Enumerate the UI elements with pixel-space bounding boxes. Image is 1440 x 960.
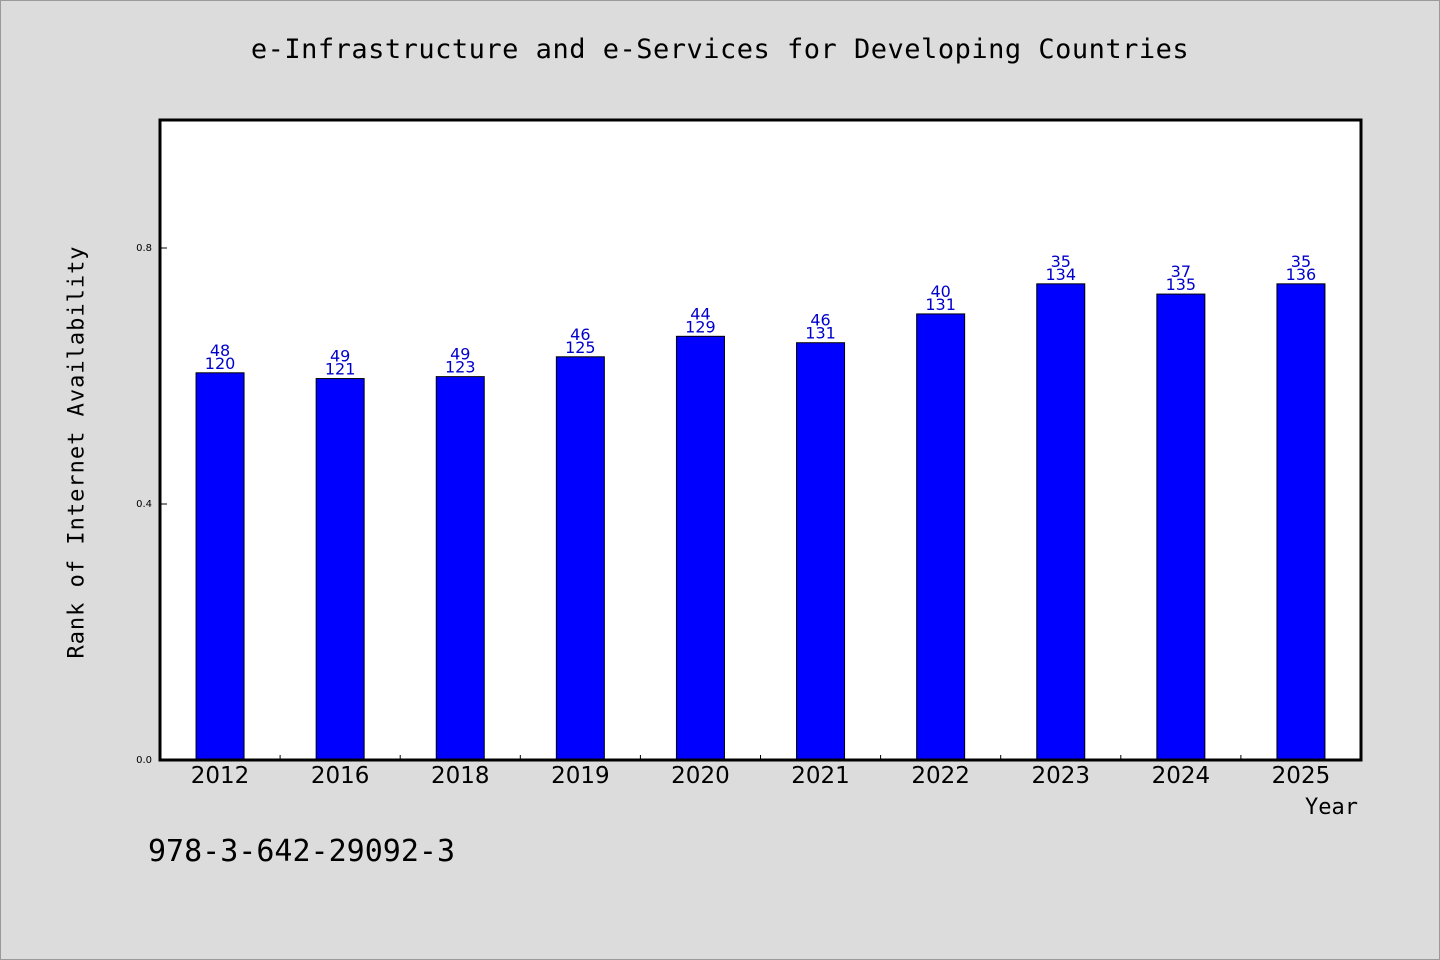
x-tick-label: 2016	[311, 763, 370, 789]
data-label-upper: 49	[450, 345, 470, 364]
bar-2018	[435, 376, 485, 761]
data-label-lower: 129	[685, 317, 716, 336]
bar-2020	[675, 335, 725, 761]
data-label-lower: 135	[1166, 275, 1197, 294]
x-tick-label: 2022	[911, 763, 970, 789]
y-tick-label: 0.0	[136, 755, 152, 766]
plot-border	[158, 118, 1363, 762]
data-label-lower: 134	[1045, 265, 1076, 284]
bar-2019	[555, 356, 605, 761]
y-tick-label: 0.8	[136, 243, 152, 254]
data-label-upper: 37	[1171, 262, 1191, 281]
data-label-lower: 131	[925, 295, 956, 314]
x-tick-label: 2012	[191, 763, 250, 789]
data-label-upper: 35	[1051, 252, 1071, 271]
data-label-upper: 46	[570, 325, 590, 344]
bar-2012	[195, 372, 245, 761]
x-tick-label: 2020	[671, 763, 730, 789]
data-label-upper: 48	[210, 341, 230, 360]
bar-2025	[1276, 283, 1326, 761]
data-label-lower: 123	[445, 358, 476, 377]
bar-2021	[796, 342, 846, 761]
data-label-upper: 40	[930, 282, 950, 301]
bar-2024	[1156, 293, 1206, 761]
data-label-lower: 131	[805, 324, 836, 343]
data-label-lower: 121	[325, 360, 356, 379]
x-tick-label: 2025	[1272, 763, 1331, 789]
data-label-lower: 120	[205, 354, 236, 373]
x-tick-label: 2023	[1031, 763, 1090, 789]
data-label-upper: 35	[1291, 252, 1311, 271]
x-tick-label: 2021	[791, 763, 850, 789]
isbn-footnote: 978-3-642-29092-3	[148, 834, 456, 869]
x-axis-label: Year	[1305, 795, 1358, 820]
data-label-upper: 44	[690, 304, 710, 323]
bar-2023	[1036, 283, 1086, 761]
data-label-lower: 125	[565, 338, 596, 357]
x-tick-label: 2018	[431, 763, 490, 789]
bar-2022	[916, 313, 966, 761]
data-label-lower: 136	[1286, 265, 1317, 284]
y-tick-label: 0.4	[136, 499, 152, 510]
x-tick-label: 2024	[1152, 763, 1211, 789]
data-label-upper: 46	[810, 311, 830, 330]
data-label-upper: 49	[330, 347, 350, 366]
bar-2016	[315, 378, 365, 761]
x-tick-label: 2019	[551, 763, 610, 789]
chart-title: e-Infrastructure and e-Services for Deve…	[250, 34, 1190, 65]
